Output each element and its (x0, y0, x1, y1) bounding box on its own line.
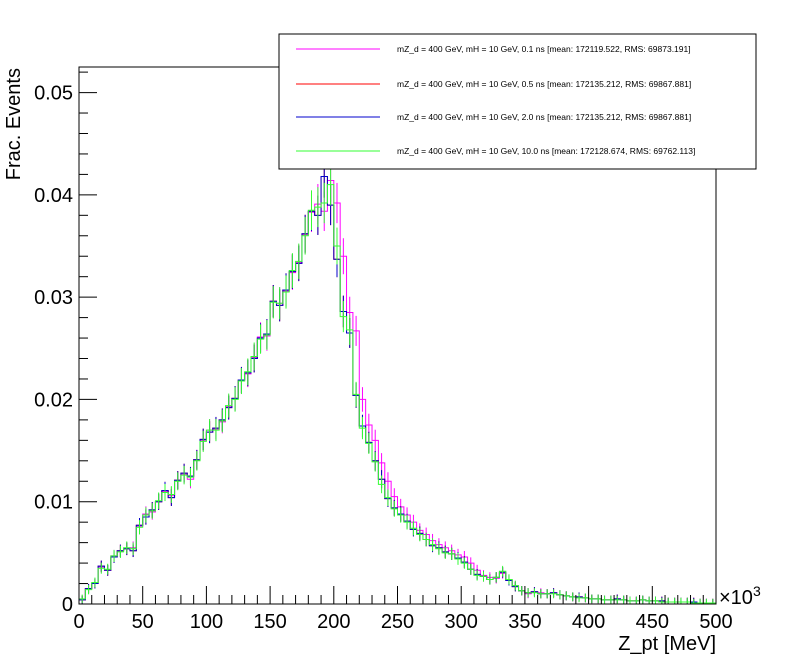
x-tick-label: 500 (699, 611, 732, 633)
y-tick-label: 0.01 (34, 492, 73, 514)
legend: mZ_d = 400 GeV, mH = 10 GeV, 0.1 ns [mea… (278, 33, 757, 170)
legend-label-1: mZ_d = 400 GeV, mH = 10 GeV, 0.5 ns [mea… (397, 79, 691, 89)
x-axis-multiplier: ×103 (719, 583, 761, 609)
x-tick-label: 50 (132, 611, 154, 633)
x-tick-label: 250 (381, 611, 414, 633)
y-tick-label: 0.04 (34, 185, 73, 207)
x-tick-label: 400 (572, 611, 605, 633)
x-tick-label: 450 (636, 611, 669, 633)
x-tick-label: 300 (445, 611, 478, 633)
y-tick-label: 0.05 (34, 83, 73, 105)
x-tick-label: 150 (253, 611, 286, 633)
legend-box (278, 33, 757, 170)
axis-tick-labels: 0 50 100 150 200 250 300 350 400 450 500 0 0.01 0.02 0… (34, 83, 733, 633)
y-axis-title: Frac. Events (3, 68, 25, 180)
x-axis-multiplier-exponent: 3 (753, 583, 761, 599)
legend-label-3: mZ_d = 400 GeV, mH = 10 GeV, 10.0 ns [me… (397, 146, 695, 156)
x-axis-title: Z_pt [MeV] (618, 633, 716, 655)
x-tick-label: 350 (508, 611, 541, 633)
legend-label-0: mZ_d = 400 GeV, mH = 10 GeV, 0.1 ns [mea… (397, 44, 691, 54)
y-tick-label: 0 (62, 594, 73, 616)
x-tick-label: 200 (317, 611, 350, 633)
axis-ticks (78, 71, 717, 605)
y-tick-label: 0.03 (34, 287, 73, 309)
legend-label-2: mZ_d = 400 GeV, mH = 10 GeV, 2.0 ns [mea… (397, 112, 691, 122)
x-axis-multiplier-base: ×10 (719, 587, 753, 609)
x-tick-label: 100 (190, 611, 223, 633)
y-tick-label: 0.02 (34, 389, 73, 411)
x-tick-label: 0 (73, 611, 84, 633)
